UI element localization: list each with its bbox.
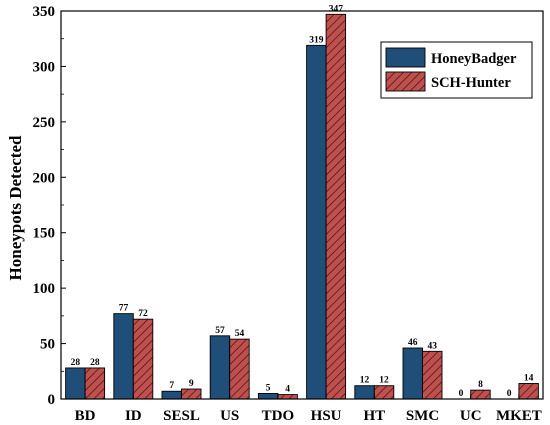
bar-sch-hunter-ht <box>373 385 395 400</box>
bar-sch-hunter-us <box>229 338 250 400</box>
x-tick-label-hsu: HSU <box>311 408 342 424</box>
y-tick-label-0: 0 <box>48 392 56 408</box>
bar-sch-hunter-id <box>132 318 154 400</box>
bar-honeybadger-smc <box>402 347 423 400</box>
data-label-honeybadger-mket: 0 <box>507 389 512 399</box>
data-label-sch-hunter-smc: 43 <box>428 341 438 351</box>
axes-group: BD ID SESL US TDO HSU HT SMC UC MKET0501001502002… <box>33 4 544 424</box>
y-tick-label-350: 350 <box>33 4 56 20</box>
data-label-honeybadger-smc: 46 <box>408 338 418 348</box>
x-tick-label-id: ID <box>125 408 142 424</box>
y-tick-label-250: 250 <box>33 115 56 131</box>
data-label-honeybadger-us: 57 <box>215 326 225 336</box>
data-label-sch-hunter-hsu: 347 <box>329 4 344 14</box>
bar-sch-hunter-uc <box>470 389 491 400</box>
y-tick-label-100: 100 <box>33 281 56 297</box>
legend-swatch-sch-hunter <box>385 71 426 92</box>
x-tick-label-us: US <box>220 408 239 424</box>
y-tick-label-200: 200 <box>33 170 56 186</box>
bar-honeybadger-us <box>209 335 231 400</box>
data-label-honeybadger-tdo: 5 <box>266 383 271 393</box>
legend: HoneyBadger SCH-Hunter <box>380 41 533 99</box>
x-tick-label-ht: HT <box>363 408 385 424</box>
data-label-sch-hunter-uc: 8 <box>478 380 483 390</box>
data-label-sch-hunter-id: 72 <box>138 309 148 319</box>
bar-sch-hunter-hsu <box>325 13 347 400</box>
data-label-sch-hunter-ht: 12 <box>379 376 389 386</box>
data-label-sch-hunter-us: 54 <box>235 329 245 339</box>
x-tick-label-tdo: TDO <box>262 408 295 424</box>
legend-swatch-honeybadger <box>385 47 426 68</box>
x-tick-label-smc: SMC <box>406 408 439 424</box>
bar-honeybadger-bd <box>65 367 86 400</box>
y-tick-label-50: 50 <box>40 337 55 353</box>
x-tick-label-sesl: SESL <box>163 408 200 424</box>
bar-sch-hunter-sesl <box>181 388 202 400</box>
legend-label-honeybadger: HoneyBadger <box>431 51 517 67</box>
data-label-honeybadger-sesl: 7 <box>169 381 174 391</box>
y-tick-label-150: 150 <box>33 226 56 242</box>
x-tick-label-mket: MKET <box>496 408 542 424</box>
bar-honeybadger-tdo <box>257 393 279 400</box>
bar-honeybadger-ht <box>354 385 375 400</box>
bar-honeybadger-id <box>113 313 134 400</box>
bar-sch-hunter-tdo <box>277 394 298 400</box>
data-label-honeybadger-hsu: 319 <box>309 35 324 45</box>
y-axis-title: Honeypots Detected <box>6 135 25 280</box>
data-label-honeybadger-uc: 0 <box>459 389 464 399</box>
bar-sch-hunter-smc <box>422 350 443 400</box>
data-label-honeybadger-id: 77 <box>119 304 129 314</box>
data-label-sch-hunter-bd: 28 <box>90 358 100 368</box>
data-label-honeybadger-ht: 12 <box>360 376 370 386</box>
data-label-sch-hunter-sesl: 9 <box>189 379 194 389</box>
x-tick-label-uc: UC <box>460 408 482 424</box>
data-label-sch-hunter-tdo: 4 <box>285 385 290 395</box>
bar-sch-hunter-bd <box>84 367 106 400</box>
bar-honeybadger-hsu <box>306 44 327 400</box>
bar-sch-hunter-mket <box>518 383 539 400</box>
legend-label-sch-hunter: SCH-Hunter <box>431 75 511 91</box>
y-tick-label-300: 300 <box>33 59 56 75</box>
data-label-honeybadger-bd: 28 <box>71 358 81 368</box>
bar-honeybadger-sesl <box>161 390 182 400</box>
x-tick-label-bd: BD <box>75 408 96 424</box>
data-label-sch-hunter-mket: 14 <box>524 373 534 383</box>
